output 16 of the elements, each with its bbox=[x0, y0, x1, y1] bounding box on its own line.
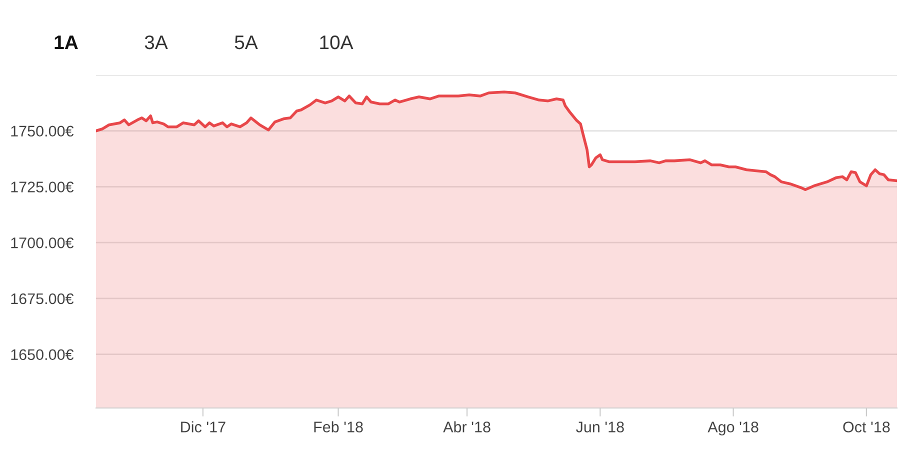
x-tick-label: Abr '18 bbox=[443, 421, 490, 432]
line-series bbox=[96, 90, 897, 192]
y-tick-label: 1675.00€ bbox=[11, 293, 74, 304]
x-tick-label: Ago '18 bbox=[708, 422, 758, 436]
y-tick-label: 1650.00€ bbox=[11, 349, 74, 360]
text: 1A bbox=[54, 36, 78, 50]
x-tick-label: Feb '18 bbox=[314, 421, 363, 432]
y-tick-label: 1700.00€ bbox=[11, 237, 74, 248]
x-tick-label: Jun '18 bbox=[576, 422, 624, 432]
x-tick-label: Dic '17 bbox=[181, 421, 226, 432]
text: 10A bbox=[320, 35, 354, 50]
x-tick-label: Oct '18 bbox=[843, 422, 890, 432]
text: 5A bbox=[234, 36, 258, 50]
y-tick-label: 1750.00€ bbox=[11, 126, 74, 137]
y-tick-label: 1725.00€ bbox=[11, 182, 74, 192]
text: 3A bbox=[144, 35, 168, 50]
